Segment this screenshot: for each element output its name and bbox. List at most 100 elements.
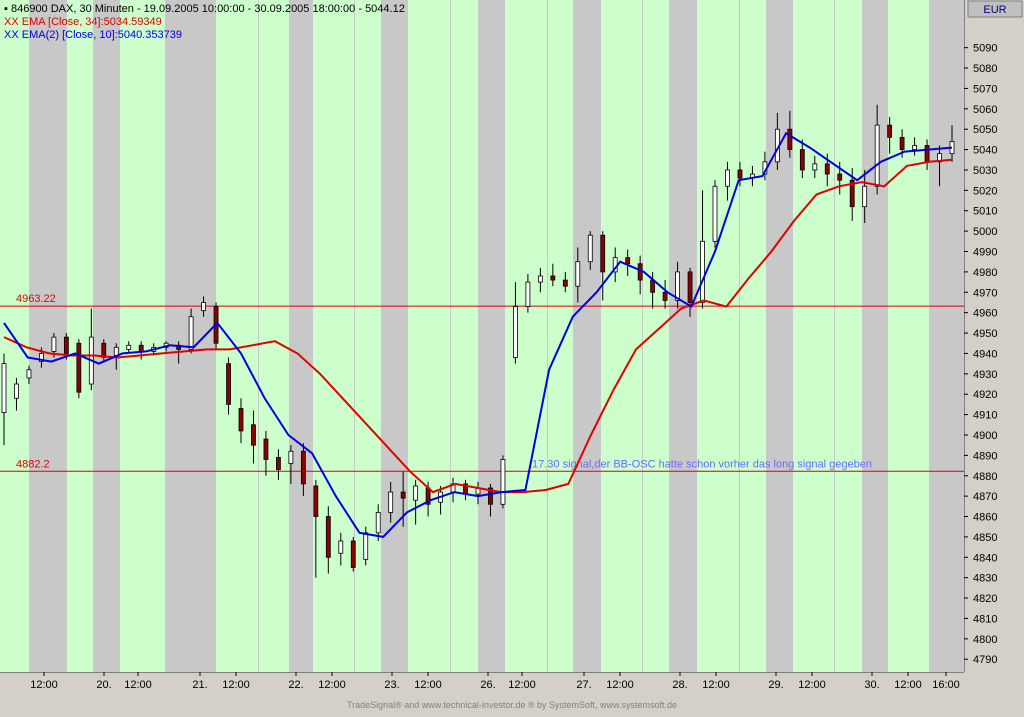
candle-body (737, 169, 743, 179)
y-tick-label: 4790 (973, 654, 997, 666)
y-tick-label: 4880 (973, 471, 997, 483)
candle-body (413, 485, 419, 501)
y-tick-label: 4940 (973, 348, 997, 360)
level-label: 4963.22 (16, 293, 56, 305)
x-tick-label: 12:00 (124, 679, 152, 691)
x-tick-label: 28. (672, 679, 687, 691)
y-tick-label: 4860 (973, 512, 997, 524)
x-tick-label: 20. (96, 679, 111, 691)
candle-body (238, 408, 244, 432)
y-tick-label: 5040 (973, 145, 997, 157)
candle-body (550, 275, 556, 281)
candle-body (812, 163, 818, 171)
candle-body (862, 185, 868, 208)
y-tick-label: 4930 (973, 369, 997, 381)
x-tick-label: 12:00 (508, 679, 536, 691)
candle-body (26, 369, 32, 379)
level-label: 4882.2 (16, 458, 50, 470)
y-tick-label: 5030 (973, 165, 997, 177)
y-tick-label: 5060 (973, 104, 997, 116)
session-band (697, 0, 739, 672)
candle-body (113, 346, 119, 356)
session-band (355, 0, 381, 672)
candle-body (138, 344, 144, 352)
candle-body (824, 163, 830, 175)
y-tick-label: 4890 (973, 450, 997, 462)
candle-body (188, 316, 194, 350)
y-tick-label: 5050 (973, 124, 997, 136)
candle-body (76, 342, 82, 393)
x-tick-label: 30. (864, 679, 879, 691)
candle-body (912, 145, 917, 150)
candle-body (537, 275, 543, 283)
y-tick-label: 5070 (973, 83, 997, 95)
candle-body (201, 302, 206, 312)
currency-box (967, 0, 1023, 18)
candle-body (313, 485, 319, 517)
candle-body (625, 257, 631, 265)
candle-body (300, 450, 306, 485)
y-tick-label: 4970 (973, 287, 997, 299)
y-axis-panel (964, 0, 1024, 712)
candle-body (126, 344, 132, 350)
annotation-text: 17.30 signal,der BB-OSC hatte schon vorh… (532, 458, 872, 470)
y-tick-label: 4840 (973, 552, 997, 564)
candle-body (513, 306, 518, 358)
candle-body (874, 124, 880, 187)
candle-body (675, 271, 680, 301)
x-tick-label: 21. (192, 679, 207, 691)
candle-body (687, 271, 693, 303)
y-tick-label: 4800 (973, 634, 997, 646)
candle-body (587, 234, 593, 263)
legend-line-3: XX EMA(2) [Close, 10]:5040.353739 (4, 29, 182, 41)
y-tick-label: 4920 (973, 389, 997, 401)
y-tick-label: 4810 (973, 613, 997, 625)
candle-body (787, 128, 793, 150)
candle-body (662, 291, 668, 301)
y-tick-label: 5010 (973, 206, 997, 218)
x-tick-label: 12:00 (606, 679, 634, 691)
candle-body (338, 540, 344, 554)
candle-body (924, 145, 930, 163)
candle-body (288, 450, 294, 464)
currency-label: EUR (983, 4, 1006, 16)
candle-body (799, 149, 805, 171)
session-band (120, 0, 165, 672)
session-band (408, 0, 450, 672)
footer-credit: TradeSignal® and www.technical-investor.… (347, 700, 677, 710)
x-tick-label: 16:00 (932, 679, 960, 691)
y-tick-label: 5000 (973, 226, 997, 238)
x-tick-label: 22. (288, 679, 303, 691)
x-axis-panel (0, 672, 1024, 712)
session-band (548, 0, 573, 672)
candle-body (1, 363, 7, 413)
y-tick-label: 4980 (973, 267, 997, 279)
y-tick-label: 4990 (973, 247, 997, 259)
y-tick-label: 5080 (973, 63, 997, 75)
candle-body (63, 336, 69, 354)
candle-body (251, 424, 256, 446)
candle-body (350, 540, 356, 568)
y-tick-label: 4850 (973, 532, 997, 544)
session-band (67, 0, 93, 672)
candle-body (325, 516, 331, 558)
x-tick-label: 26. (480, 679, 495, 691)
session-band (643, 0, 669, 672)
candle-body (525, 281, 531, 307)
candle-body (712, 185, 718, 242)
candle-body (488, 487, 493, 505)
y-tick-label: 4900 (973, 430, 997, 442)
candle-body (39, 353, 44, 362)
y-tick-label: 4870 (973, 491, 997, 503)
candle-body (700, 240, 705, 303)
candle-body (14, 383, 19, 399)
x-tick-label: 29. (768, 679, 783, 691)
candle-body (899, 136, 905, 150)
y-tick-label: 4960 (973, 308, 997, 320)
candle-body (837, 173, 843, 181)
x-tick-label: 12:00 (414, 679, 442, 691)
y-tick-label: 4950 (973, 328, 997, 340)
x-tick-label: 27. (576, 679, 591, 691)
